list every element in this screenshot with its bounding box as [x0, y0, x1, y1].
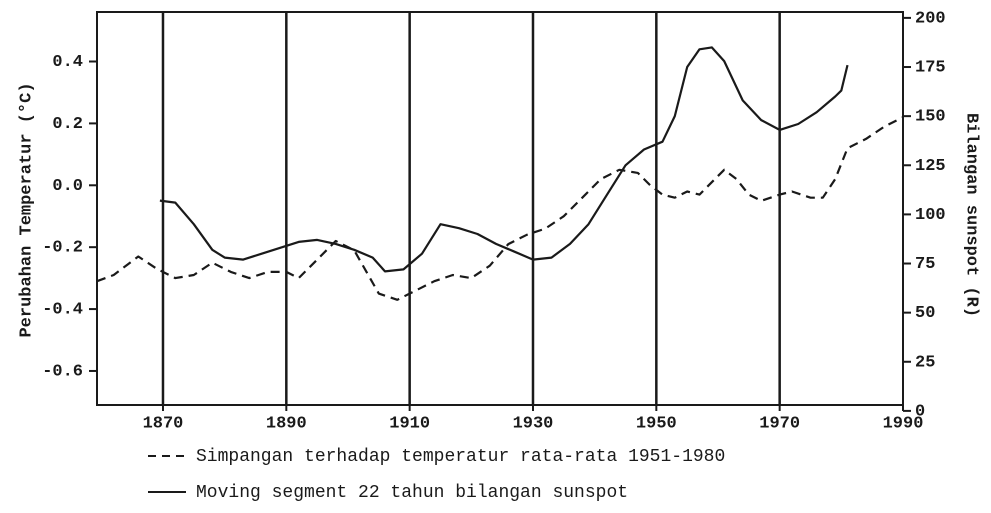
y2-tick-label: 125: [915, 157, 946, 176]
legend-label: Simpangan terhadap temperatur rata-rata …: [196, 447, 725, 467]
y-tick-label: -0.6: [42, 362, 83, 381]
data-line: [159, 46, 849, 273]
y2-tick-label: 200: [915, 9, 946, 28]
y2-tick-label: 100: [915, 206, 946, 225]
y2-axis-label: Bilangan sunspot (R): [962, 113, 981, 317]
x-tick-label: 1990: [883, 414, 924, 433]
x-tick-label: 1930: [513, 414, 554, 433]
y2-tick-label: 25: [915, 353, 935, 372]
data-line: [96, 116, 904, 301]
y2-tick-label: 0: [915, 402, 925, 421]
legend-label: Moving segment 22 tahun bilangan sunspot: [196, 483, 628, 503]
y-tick-label: 0.2: [52, 115, 83, 134]
x-tick-label: 1910: [389, 414, 430, 433]
x-tick-label: 1970: [759, 414, 800, 433]
y-tick-label: -0.4: [42, 301, 83, 320]
y2-tick-label: 175: [915, 59, 946, 78]
y2-tick-label: 150: [915, 108, 946, 127]
x-tick-label: 1950: [636, 414, 677, 433]
y-tick-label: -0.2: [42, 239, 83, 258]
y2-tick-label: 75: [915, 255, 935, 274]
plot-frame: [96, 11, 904, 406]
y2-tick-label: 50: [915, 304, 935, 323]
x-tick-label: 1870: [143, 414, 184, 433]
y-tick-label: 0.4: [52, 53, 83, 72]
y-axis-label: Perubahan Temperatur (°C): [17, 82, 36, 337]
y-tick-label: 0.0: [52, 177, 83, 196]
x-tick-label: 1890: [266, 414, 307, 433]
